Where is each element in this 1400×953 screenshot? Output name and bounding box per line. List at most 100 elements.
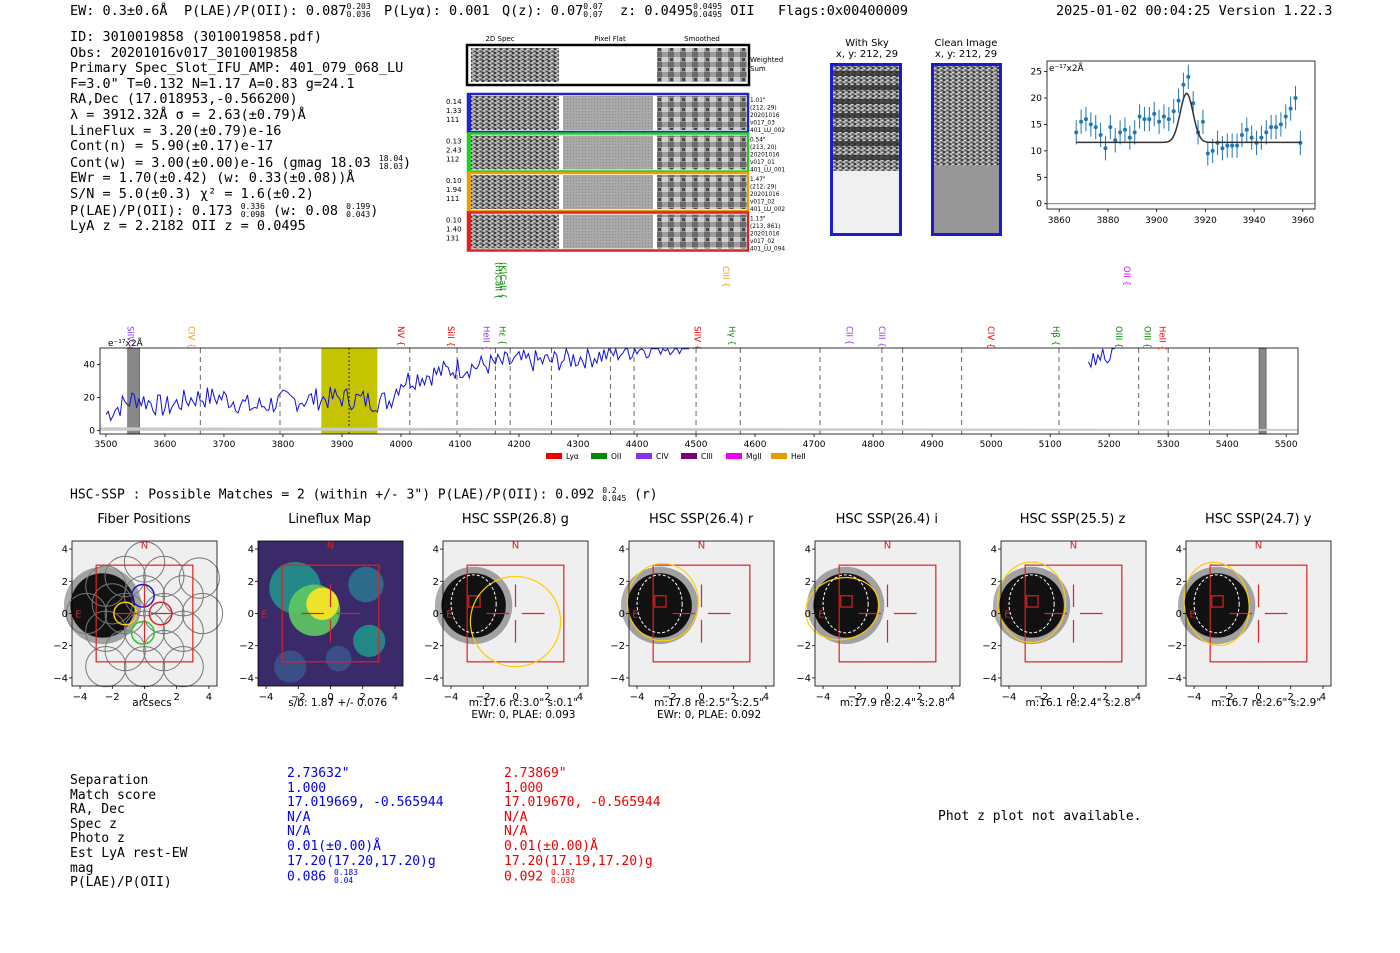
emission-line-label: CII { bbox=[844, 326, 854, 345]
panel-ytick-label: −4 bbox=[1168, 673, 1182, 684]
fiber-highlight bbox=[130, 620, 155, 645]
fiber-left-value: 112 bbox=[446, 156, 459, 164]
legend-swatch bbox=[726, 453, 742, 459]
fiber-right-value: 401_LU_094 bbox=[750, 247, 785, 253]
svg-text:CIII {: CIII { bbox=[876, 326, 886, 348]
compass-n: N bbox=[698, 541, 705, 552]
galaxy-image bbox=[998, 573, 1064, 638]
full-xtick-label: 4600 bbox=[744, 440, 767, 450]
col-smoothed: Smoothed bbox=[684, 35, 720, 43]
panel-title: HSC SSP(25.5) z bbox=[1019, 512, 1126, 527]
full-xtick-label: 4500 bbox=[685, 440, 708, 450]
zoom-xtick-label: 3940 bbox=[1243, 216, 1266, 226]
panel-title: HSC SSP(26.4) r bbox=[649, 512, 754, 527]
svg-text:SiIV {: SiIV { bbox=[125, 326, 135, 350]
header-ew: EW: 0.3±0.6Å bbox=[70, 3, 168, 19]
galaxy-ellipse bbox=[450, 574, 498, 634]
fiber-right-value: 401_LU_002 bbox=[750, 207, 785, 213]
full-ylabel: e⁻¹⁷x2Å bbox=[108, 337, 144, 349]
panel-caption-line1: s/b: 1.87 +/- 0.076 bbox=[288, 697, 388, 709]
panel-ytick-label: 2 bbox=[247, 577, 253, 588]
panel-ytick-label: 2 bbox=[619, 577, 625, 588]
panel-ytick-label: 2 bbox=[62, 577, 68, 588]
zoom-ytick-label: 0 bbox=[1036, 200, 1042, 210]
galaxy-ellipse bbox=[1193, 574, 1240, 634]
panel-ytick-label: −4 bbox=[240, 673, 254, 684]
panel-caption: arcsecs bbox=[62, 697, 242, 709]
zoom-data-point bbox=[1293, 96, 1298, 100]
clean-image-title: Clean Image x, y: 212, 29 bbox=[934, 38, 998, 60]
panel-xtick-label: 0 bbox=[1070, 692, 1076, 703]
emission-line-label: CIV { bbox=[186, 326, 196, 348]
zoom-xtick-label: 3900 bbox=[1145, 216, 1168, 226]
panel-caption-line2: EWr: 0, PLAE: 0.092 bbox=[657, 709, 762, 721]
panel-xtick-label: 4 bbox=[949, 692, 955, 703]
zoom-ytick-label: 5 bbox=[1036, 173, 1042, 183]
header-plya: P(Lyα): 0.001 bbox=[384, 3, 490, 19]
fiber-left-value: 0.13 bbox=[446, 138, 462, 146]
galaxy-halo bbox=[992, 566, 1070, 645]
fiber-left-value: 1.40 bbox=[446, 226, 462, 234]
compass-e: E bbox=[632, 610, 638, 621]
info-obs: Obs: 20201016v017_3010019858 bbox=[70, 44, 298, 61]
legend-label: CIV bbox=[656, 452, 669, 461]
panel-xtick-label: −4 bbox=[1001, 692, 1016, 703]
full-noise-band bbox=[100, 427, 1298, 431]
fiber-pixflat bbox=[563, 175, 653, 209]
emission-line-label: CIII { bbox=[876, 326, 886, 348]
fiber-circle bbox=[162, 610, 204, 652]
zoom-data-point bbox=[1093, 125, 1098, 130]
legend-swatch bbox=[771, 453, 787, 459]
svg-text:Hβ {: Hβ { bbox=[1050, 326, 1060, 346]
zoom-ytick-label: 10 bbox=[1031, 147, 1043, 157]
compass-n: N bbox=[512, 541, 519, 552]
fiber-color-bar bbox=[467, 173, 471, 211]
info-plae: P(LAE)/P(OII): 0.173 0.336 0.098 (w: 0.08… bbox=[70, 201, 379, 219]
panel-ytick-label: −2 bbox=[983, 641, 997, 652]
zoom-data-point bbox=[1132, 130, 1137, 135]
full-xtick-label: 4200 bbox=[508, 440, 531, 450]
panel-caption: m:17.9 re:2.4" s:2.8" bbox=[805, 697, 985, 709]
full-xtick-label: 4700 bbox=[803, 440, 826, 450]
full-xtick-label: 4800 bbox=[862, 440, 885, 450]
with-sky-title: With Sky x, y: 212, 29 bbox=[835, 38, 899, 60]
panel-xtick-label: −2 bbox=[1219, 692, 1234, 703]
zoom-spectrum-chart: e⁻¹⁷x2Å 0 5 10 15 20 25 3860 3880 3900 3920 3940 39… bbox=[1031, 60, 1316, 226]
fiber-circle bbox=[162, 575, 204, 617]
zoom-data-point bbox=[1230, 143, 1235, 148]
panel-ytick-label: 0 bbox=[247, 609, 253, 620]
emission-line-label: OII { bbox=[1121, 266, 1131, 286]
zoom-data-point bbox=[1127, 135, 1132, 140]
full-xtick-label: 5300 bbox=[1157, 440, 1180, 450]
svg-text:Hγ {: Hγ { bbox=[726, 326, 736, 346]
legend-label: CIII bbox=[701, 452, 713, 461]
zoom-data-point bbox=[1288, 106, 1293, 111]
info-contn: Cont(n) = 5.90(±0.17)e-17 bbox=[70, 138, 274, 155]
zoom-data-point bbox=[1122, 127, 1127, 132]
header-datetime: 2025-01-02 00:04:25 Version 1.22.3 bbox=[1056, 3, 1333, 19]
emission-line-label: OIII { bbox=[1113, 326, 1123, 348]
emission-line-label: HeII { bbox=[481, 326, 491, 351]
fiber-circle bbox=[123, 541, 166, 583]
fiber-circle bbox=[104, 592, 146, 635]
header-z: z: 0.0495 0.0495 0.0495 OII bbox=[620, 2, 755, 20]
compass-n: N bbox=[1255, 541, 1262, 552]
zoom-data-point bbox=[1278, 122, 1283, 127]
zoom-data-point bbox=[1157, 119, 1162, 124]
aperture-box bbox=[281, 564, 380, 663]
svg-text:Hε {: Hε { bbox=[497, 326, 507, 345]
sum-label: Sum bbox=[750, 65, 766, 73]
panel-caption-line1: m:17.9 re:2.4" s:2.8" bbox=[839, 697, 950, 709]
svg-text:NV {: NV { bbox=[395, 326, 405, 346]
zoom-data-point bbox=[1137, 114, 1142, 119]
full-xtick-label: 5100 bbox=[1039, 440, 1062, 450]
panel-xtick-label: −2 bbox=[291, 692, 306, 703]
zoom-xtick-label: 3920 bbox=[1194, 216, 1217, 226]
full-ytick-label: 0 bbox=[89, 427, 95, 437]
zoom-ytick-label: 15 bbox=[1031, 120, 1042, 130]
panel-ytick-label: −4 bbox=[983, 673, 997, 684]
zoom-data-point bbox=[1181, 82, 1186, 87]
panel-xtick-label: −2 bbox=[476, 692, 491, 703]
fiber-right-value: 20201016 bbox=[750, 113, 780, 119]
col-2dspec: 2D Spec bbox=[485, 35, 514, 43]
